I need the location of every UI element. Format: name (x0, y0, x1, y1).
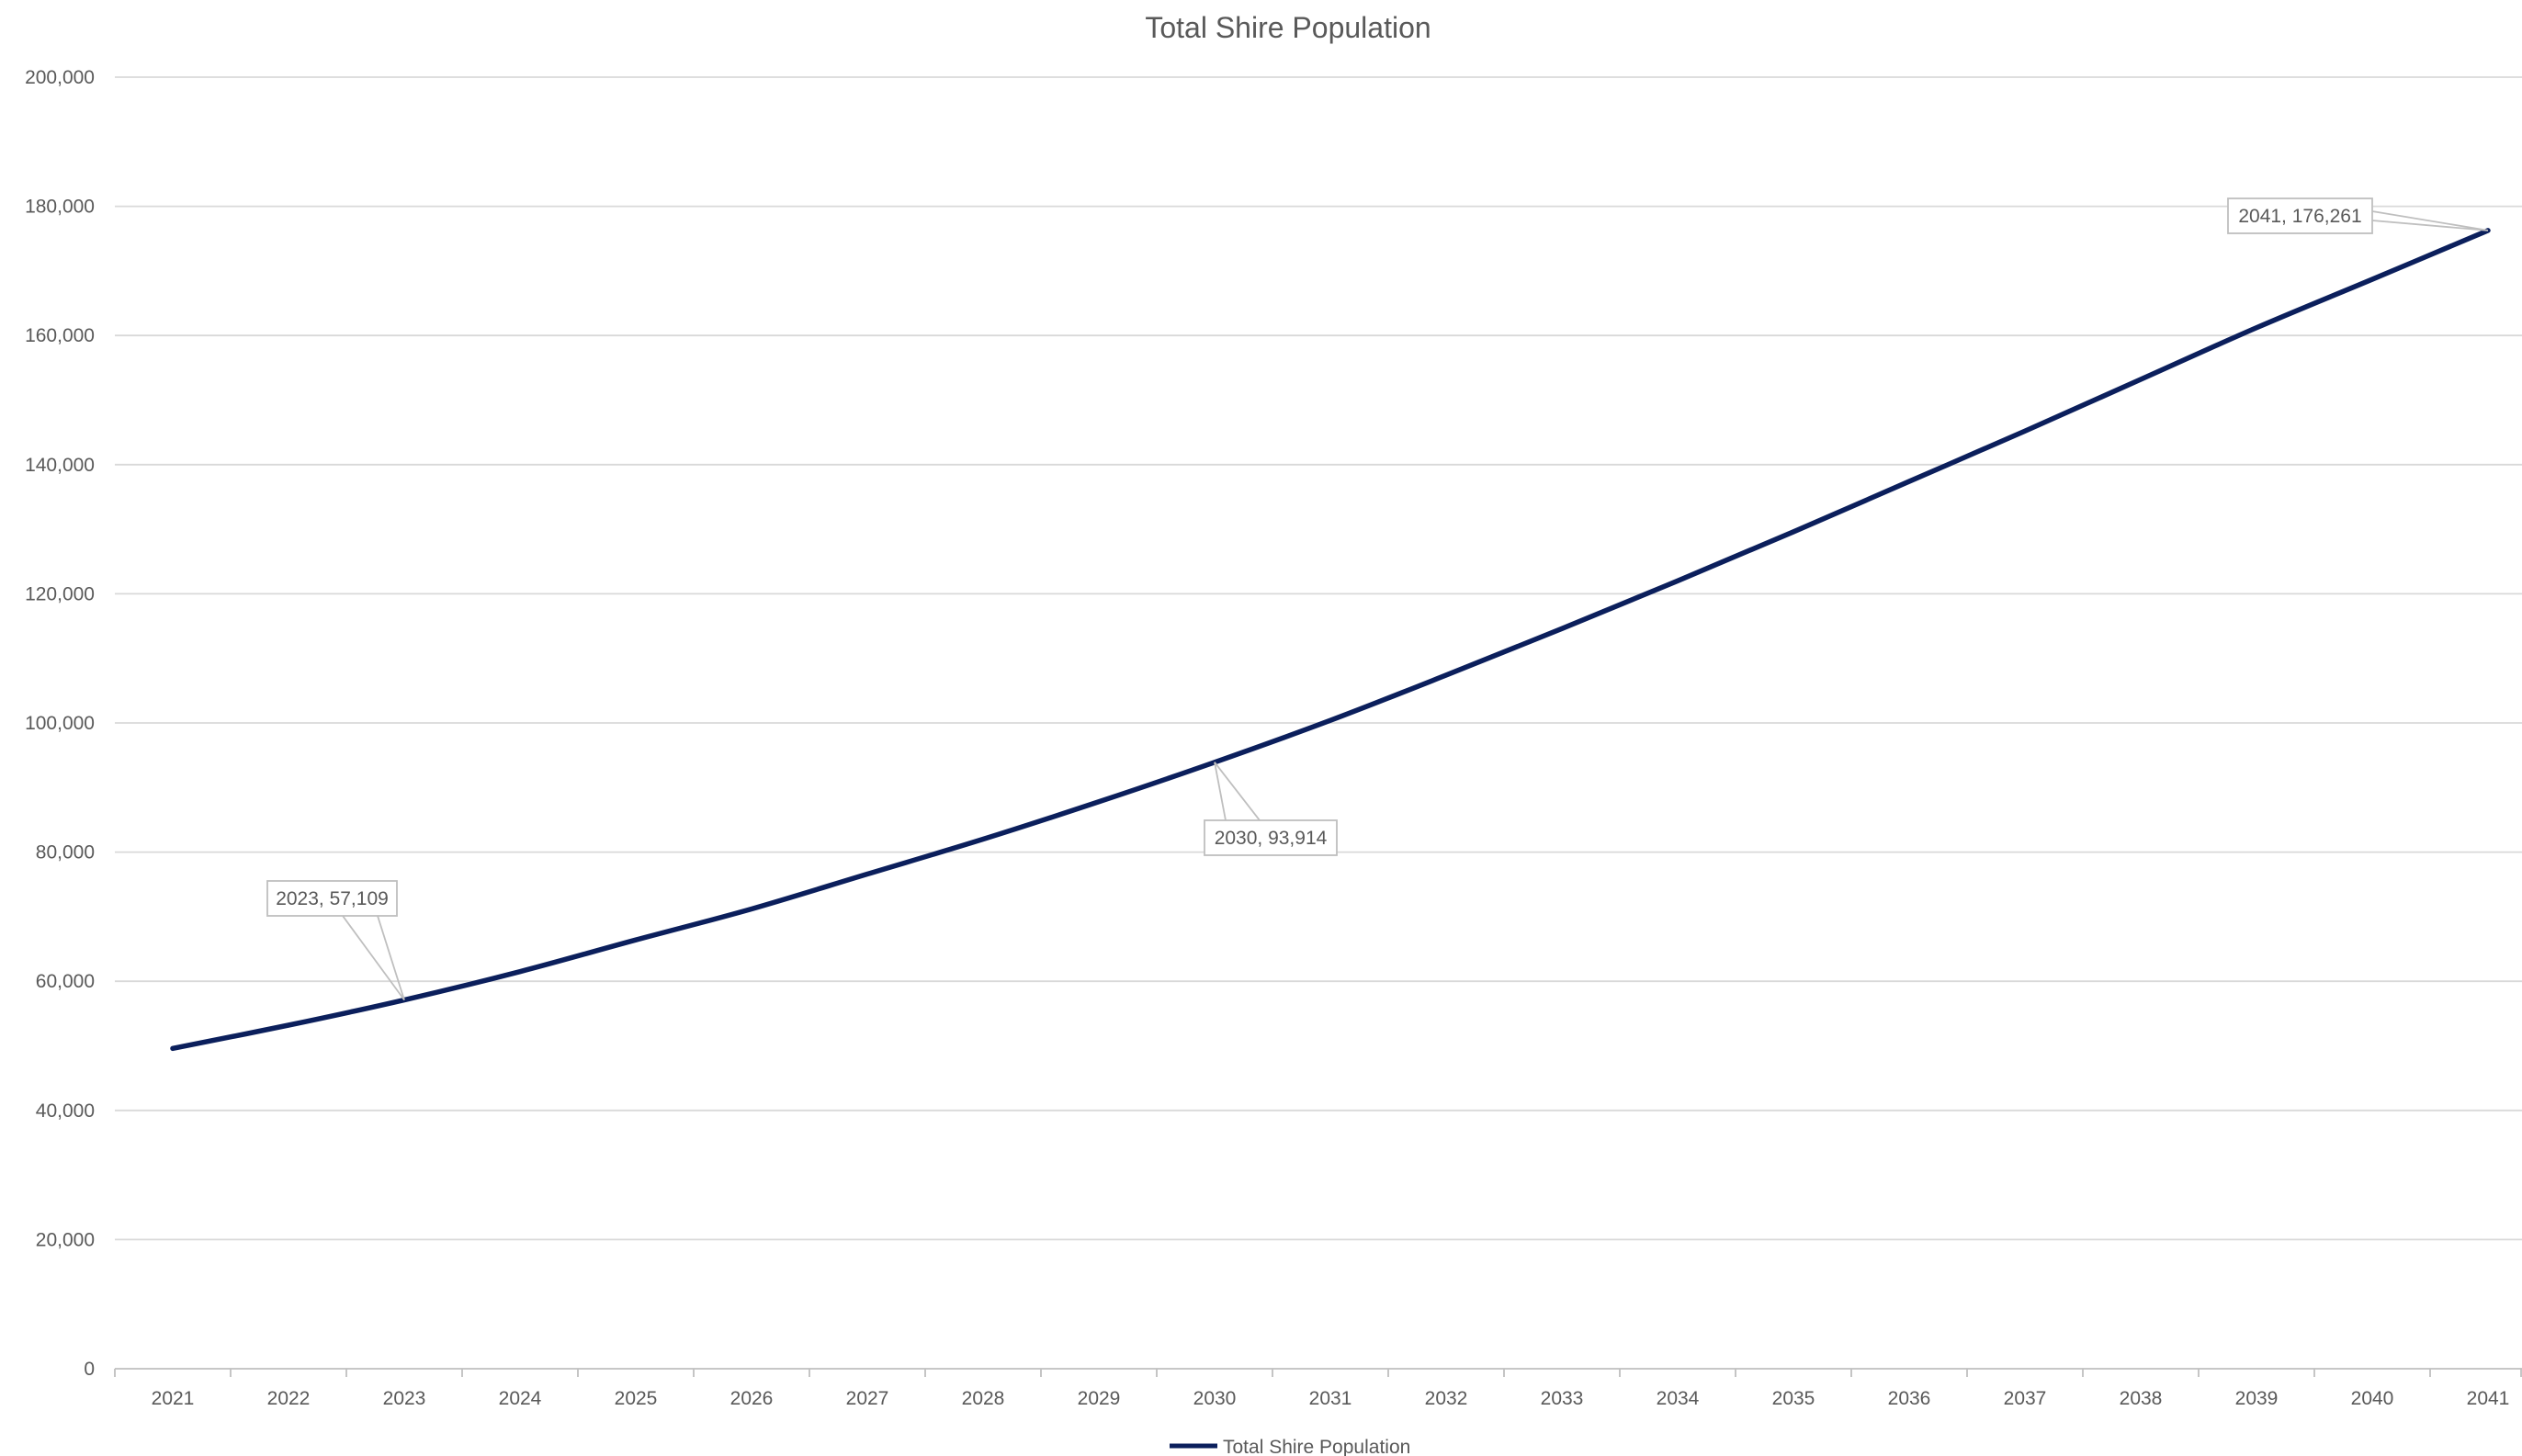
x-tick-label: 2033 (1541, 1388, 1584, 1409)
y-tick-label: 0 (84, 1359, 95, 1380)
callout-leader (1214, 762, 1261, 821)
data-label: 2030, 93,914 (1215, 828, 1328, 849)
y-tick-label: 60,000 (36, 971, 95, 992)
legend-label: Total Shire Population (1223, 1437, 1410, 1456)
callout-box (266, 880, 398, 917)
x-tick-label: 2023 (383, 1388, 426, 1409)
callout-box (1204, 819, 1338, 856)
legend: Total Shire Population (1170, 1437, 1410, 1456)
series-line (170, 228, 2491, 1052)
y-tick-label: 140,000 (25, 455, 95, 476)
y-tick-label: 20,000 (36, 1229, 95, 1250)
x-tick-label: 2040 (2351, 1388, 2394, 1409)
y-axis-ticks: 0 20,000 40,000 60,000 80,000 100,000 120,000 1… (25, 67, 95, 1380)
x-tick-label: 2037 (2004, 1388, 2047, 1409)
data-label: 2041, 176,261 (2238, 206, 2361, 227)
x-tick-label: 2031 (1309, 1388, 1352, 1409)
x-tick-label: 2030 (1193, 1388, 1237, 1409)
data-callout: 2023, 57,109 (266, 880, 405, 1001)
x-tick-label: 2039 (2235, 1388, 2279, 1409)
x-tick-label: 2027 (846, 1388, 889, 1409)
x-tick-label: 2021 (152, 1388, 195, 1409)
callout-leader (342, 915, 405, 1001)
y-tick-label: 120,000 (25, 583, 95, 604)
y-tick-label: 180,000 (25, 197, 95, 218)
x-axis-ticks: 2021 2022 2023 2024 2025 2026 2027 2028 2029 2030… (114, 1369, 2522, 1409)
y-tick-label: 200,000 (25, 67, 95, 88)
data-label: 2023, 57,109 (276, 888, 389, 909)
x-tick-label: 2022 (267, 1388, 311, 1409)
data-callouts: 2023, 57,109 2030, 93,914 2041, 176,261 (266, 198, 2489, 1001)
x-tick-label: 2025 (615, 1388, 658, 1409)
x-tick-label: 2029 (1078, 1388, 1121, 1409)
x-tick-label: 2024 (499, 1388, 542, 1409)
series-lines (170, 228, 2491, 1052)
x-tick-label: 2036 (1888, 1388, 1931, 1409)
callout-box (2227, 198, 2373, 234)
data-callout: 2030, 93,914 (1204, 762, 1338, 856)
chart-title: Total Shire Population (1145, 11, 1431, 44)
x-tick-label: 2035 (1772, 1388, 1815, 1409)
y-tick-label: 100,000 (25, 713, 95, 734)
callout-leader (2371, 210, 2489, 231)
x-tick-label: 2032 (1425, 1388, 1468, 1409)
x-tick-label: 2038 (2120, 1388, 2163, 1409)
data-callout: 2041, 176,261 (2227, 198, 2489, 234)
y-tick-label: 80,000 (36, 842, 95, 863)
x-tick-label: 2034 (1657, 1388, 1700, 1409)
y-tick-label: 160,000 (25, 325, 95, 346)
x-tick-label: 2041 (2467, 1388, 2510, 1409)
y-tick-label: 40,000 (36, 1100, 95, 1122)
x-tick-label: 2028 (962, 1388, 1005, 1409)
x-tick-label: 2026 (730, 1388, 774, 1409)
